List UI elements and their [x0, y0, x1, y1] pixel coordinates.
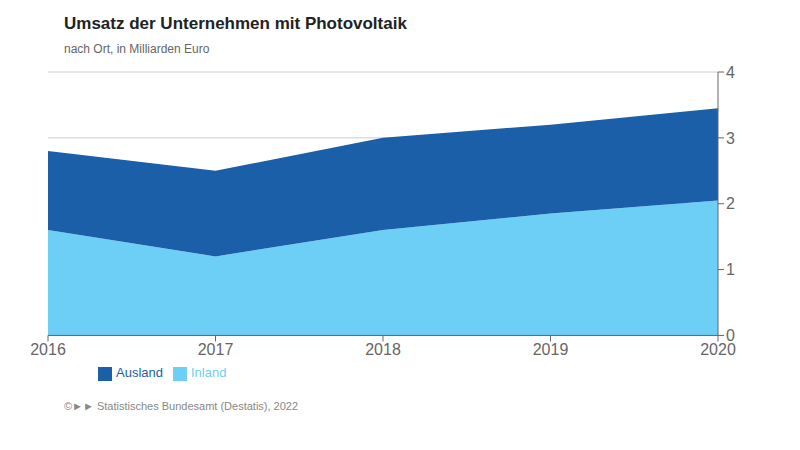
html-text:©►► Statistisches Bundesamt (D: ©►► Statistisches Bundesamt (Destatis), …: [64, 400, 299, 412]
svg-text:4: 4: [726, 64, 735, 81]
svg-text:2: 2: [726, 195, 735, 212]
svg-text:1: 1: [726, 261, 735, 278]
html-text:Inland: Inland: [191, 365, 227, 381]
html-text:Ausland: Ausland: [116, 365, 163, 381]
svg-text:2016: 2016: [30, 341, 66, 358]
svg-text:2018: 2018: [365, 341, 401, 358]
svg-text:3: 3: [726, 130, 735, 147]
html-text:Umsatz der Unternehmen mit Pho: Umsatz der Unternehmen mit Photovoltaik: [64, 14, 407, 33]
svg-text:0: 0: [726, 327, 735, 344]
svg-text:2017: 2017: [198, 341, 234, 358]
svg-text:2020: 2020: [700, 340, 736, 358]
svg-text:2019: 2019: [533, 341, 569, 358]
html-text:nach Ort, in Milliarden Euro: nach Ort, in Milliarden Euro: [64, 42, 210, 56]
